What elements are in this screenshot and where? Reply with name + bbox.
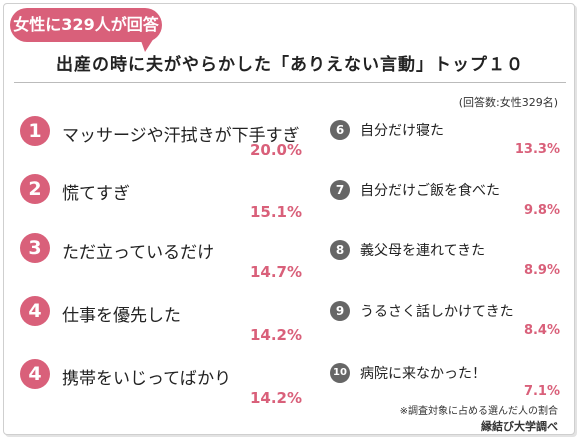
rank-item-9: 9 うるさく話しかけてきた 8.4% — [330, 301, 560, 339]
source-credit: 縁結び大学調べ — [481, 420, 558, 433]
rank-number: 1 — [20, 116, 50, 146]
rank-label: マッサージや汗拭きが下手すぎ — [62, 126, 300, 146]
rank-label: 仕事を優先した — [62, 306, 181, 326]
rank-percent: 8.4% — [523, 323, 560, 338]
rank-number: 3 — [20, 233, 50, 263]
rank-item-6: 6 自分だけ寝た 13.3% — [330, 120, 560, 158]
rank-label: うるさく話しかけてきた — [360, 304, 514, 320]
rank-percent: 14.2% — [249, 389, 302, 407]
rank-percent: 15.1% — [249, 203, 302, 221]
rank-label: 義父母を連れてきた — [360, 243, 486, 259]
rank-label: ただ立っているだけ — [62, 243, 215, 263]
rank-item-3: 3 ただ立っているだけ 14.7% — [20, 233, 302, 281]
rank-item-4b: 4 携帯をいじってばかり 14.2% — [20, 359, 302, 407]
rank-percent: 20.0% — [249, 141, 302, 159]
rank-item-8: 8 義父母を連れてきた 8.9% — [330, 240, 560, 278]
rank-item-1: 1 マッサージや汗拭きが下手すぎ 20.0% — [20, 116, 302, 159]
rank-label: 携帯をいじってばかり — [62, 369, 232, 389]
rank-item-4a: 4 仕事を優先した 14.2% — [20, 296, 302, 344]
rank-label: 自分だけ寝た — [360, 123, 444, 139]
footnote: ※調査対象に占める選んだ人の割合 — [399, 406, 558, 417]
rank-number: 8 — [330, 240, 350, 260]
rank-number: 7 — [330, 180, 350, 200]
respondents-note: (回答数:女性329名) — [458, 96, 558, 109]
rank-percent: 9.8% — [523, 203, 560, 218]
rank-number: 4 — [20, 296, 50, 326]
rank-label: 自分だけご飯を食べた — [360, 183, 500, 199]
rank-label: 慌てすぎ — [62, 184, 130, 204]
rank-label: 病院に来なかった！ — [360, 366, 486, 382]
ranking-card — [3, 3, 575, 435]
page-title: 出産の時に夫がやらかした「ありえない言動」トップ１０ — [56, 55, 524, 75]
rank-number: 4 — [20, 359, 50, 389]
rank-percent: 14.2% — [249, 326, 302, 344]
title-divider — [14, 82, 566, 83]
badge-tail — [140, 38, 154, 52]
rank-percent: 7.1% — [523, 384, 560, 399]
rank-item-7: 7 自分だけご飯を食べた 9.8% — [330, 180, 560, 218]
rank-number: 6 — [330, 120, 350, 140]
rank-percent: 8.9% — [523, 263, 560, 278]
rank-number: 2 — [20, 174, 50, 204]
rank-percent: 13.3% — [514, 142, 560, 157]
rank-percent: 14.7% — [249, 263, 302, 281]
rank-item-2: 2 慌てすぎ 15.1% — [20, 174, 302, 221]
rank-number: 9 — [330, 301, 350, 321]
respondents-badge: 女性に329人が回答 — [10, 8, 162, 42]
rank-number: 10 — [330, 363, 350, 383]
rank-item-10: 10 病院に来なかった！ 7.1% — [330, 363, 560, 401]
